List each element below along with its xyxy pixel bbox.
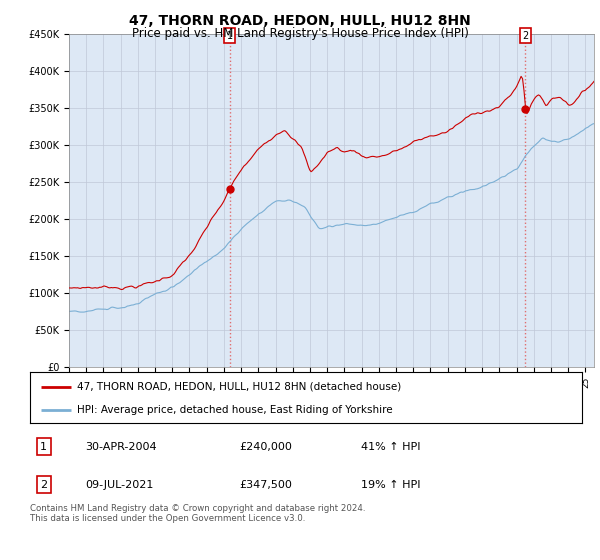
Text: 19% ↑ HPI: 19% ↑ HPI	[361, 479, 421, 489]
Text: Price paid vs. HM Land Registry's House Price Index (HPI): Price paid vs. HM Land Registry's House …	[131, 27, 469, 40]
Text: Contains HM Land Registry data © Crown copyright and database right 2024.
This d: Contains HM Land Registry data © Crown c…	[30, 504, 365, 524]
Text: 2: 2	[523, 31, 529, 41]
Text: HPI: Average price, detached house, East Riding of Yorkshire: HPI: Average price, detached house, East…	[77, 405, 392, 415]
Text: 2: 2	[40, 479, 47, 489]
Text: 30-APR-2004: 30-APR-2004	[85, 442, 157, 452]
Text: 47, THORN ROAD, HEDON, HULL, HU12 8HN (detached house): 47, THORN ROAD, HEDON, HULL, HU12 8HN (d…	[77, 381, 401, 391]
Text: 1: 1	[40, 442, 47, 452]
Text: 47, THORN ROAD, HEDON, HULL, HU12 8HN: 47, THORN ROAD, HEDON, HULL, HU12 8HN	[129, 14, 471, 28]
Text: 1: 1	[227, 31, 233, 41]
Text: 09-JUL-2021: 09-JUL-2021	[85, 479, 154, 489]
Text: £347,500: £347,500	[240, 479, 293, 489]
Text: 41% ↑ HPI: 41% ↑ HPI	[361, 442, 421, 452]
Text: £240,000: £240,000	[240, 442, 293, 452]
